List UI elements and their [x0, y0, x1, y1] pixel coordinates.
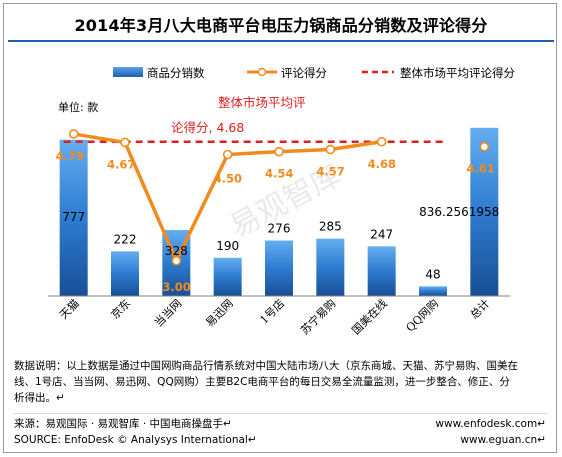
bar-1	[111, 251, 139, 296]
bar-value-label-4: 276	[268, 221, 291, 235]
web-block: www.enfodesk.com↵ www.eguan.cn↵	[435, 416, 546, 448]
legend-label-score: 评论得分	[281, 66, 327, 80]
note-line-1: 数据说明：以上数据是通过中国网购商品行情系统对中国大陆市场八大（京东商城、天猫、…	[14, 360, 518, 372]
note-line-2: 线、1号店、当当网、易迅网、QQ网购）主要B2C电商平台的每日交易全流量监测，进…	[14, 376, 510, 388]
score-label-4: 4.54	[265, 167, 293, 181]
legend-label-avg: 整体市场平均评论得分	[400, 66, 515, 80]
legend-swatch-bar	[113, 67, 143, 77]
score-point-4	[274, 146, 284, 157]
score-label-0: 4.79	[56, 149, 84, 163]
score-point-0	[68, 129, 79, 139]
bar-3	[213, 257, 242, 296]
legend-swatch-line	[247, 67, 277, 77]
source-line-1: 来源：易观国际 · 易观智库 · 中国电商操盘手↵	[14, 418, 232, 430]
avg-annotation-line2: 论得分, 4.68	[171, 120, 244, 135]
title-rule	[8, 40, 554, 42]
score-point-3	[222, 149, 233, 160]
chart-legend: 商品分销数 评论得分 整体市场平均评论得分	[0, 64, 562, 80]
web-line-1: www.enfodesk.com↵	[435, 418, 546, 430]
x-tick-label-7: QQ网购	[403, 296, 441, 334]
score-point-6	[376, 136, 387, 147]
avg-annotation-line1: 整体市场平均评	[218, 95, 306, 110]
x-tick-label-6: 国美在线	[349, 296, 390, 337]
x-tick-label-3: 易迅网	[203, 297, 236, 330]
score-label-3: 4.50	[214, 172, 242, 186]
score-point-1	[120, 137, 130, 148]
bar-value-label-3: 190	[216, 239, 239, 253]
bar-8	[470, 127, 499, 297]
score-label-2: 3.00	[162, 280, 190, 294]
bar-value-label-8: 836.2561958	[419, 205, 499, 219]
bar-value-label-0: 777	[62, 210, 85, 224]
score-point-5	[325, 144, 336, 155]
unit-label: 单位: 款	[58, 101, 99, 114]
score-label-1: 4.67	[107, 157, 135, 171]
x-tick-label-8: 总计	[467, 296, 492, 321]
bar-6	[367, 246, 396, 296]
x-tick-label-5: 苏宁易购	[297, 296, 338, 337]
bar-4	[265, 240, 293, 296]
bar-value-label-2: 328	[165, 244, 188, 258]
legend-label-distribution: 商品分销数	[147, 66, 205, 80]
score-label-6: 4.68	[368, 157, 396, 171]
bar-5	[316, 238, 345, 296]
score-label-8: 4.61	[466, 162, 494, 176]
data-notes: 数据说明：以上数据是通过中国网购商品行情系统对中国大陆市场八大（京东商城、天猫、…	[14, 358, 546, 406]
score-point-8	[479, 141, 490, 152]
score-point-2	[171, 255, 182, 266]
x-tick-label-0: 天猫	[57, 297, 82, 322]
source-block: 来源：易观国际 · 易观智库 · 中国电商操盘手↵ SOURCE: EnfoDe…	[14, 416, 257, 448]
x-tick-label-2: 当当网	[151, 296, 184, 329]
chart-frame	[3, 3, 557, 453]
note-line-3: 析得出。↵	[14, 392, 65, 404]
x-tick-label-1: 京东	[108, 296, 133, 321]
bar-7	[419, 286, 447, 296]
source-line-2: SOURCE: EnfoDesk © Analysys Internationa…	[14, 434, 257, 446]
bar-value-label-5: 285	[319, 220, 342, 234]
chart-title: 2014年3月八大电商平台电压力锅商品分销数及评论得分	[74, 16, 488, 35]
score-label-5: 4.57	[316, 165, 344, 179]
bar-0	[59, 139, 88, 296]
bar-value-label-1: 222	[114, 232, 137, 246]
web-line-2: www.eguan.cn↵	[460, 434, 546, 446]
legend-swatch-dash	[362, 70, 394, 74]
bar-value-label-7: 48	[425, 267, 440, 281]
x-tick-label-4: 1号店	[257, 296, 287, 326]
source-rule	[14, 413, 548, 414]
bar-value-label-6: 247	[370, 227, 393, 241]
